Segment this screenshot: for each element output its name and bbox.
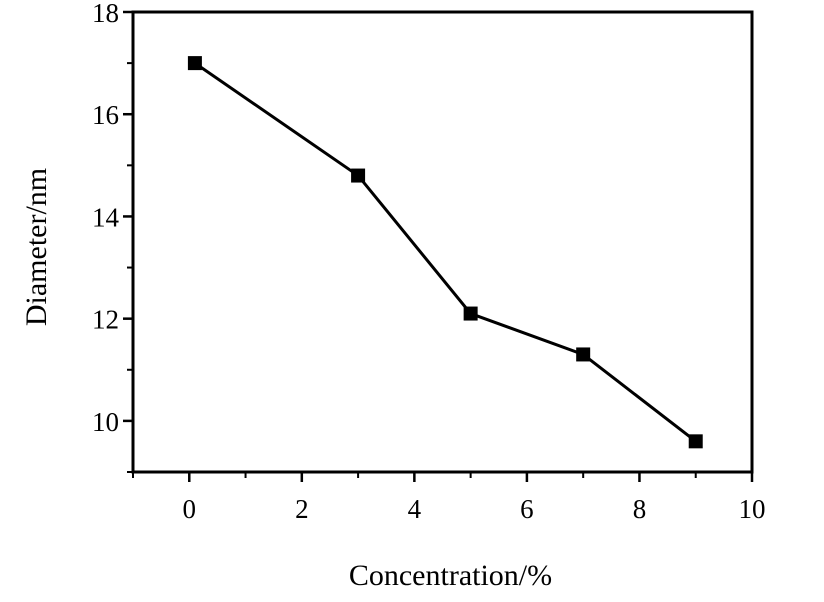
data-point xyxy=(463,306,478,321)
data-point xyxy=(688,434,703,449)
x-tick-label: 0 xyxy=(183,494,197,524)
y-axis: 10 12 14 16 18 xyxy=(92,0,133,473)
x-tick-label: 4 xyxy=(408,494,422,524)
data-point xyxy=(576,347,591,362)
x-tick-label: 8 xyxy=(633,494,647,524)
series-line xyxy=(194,61,697,443)
data-points xyxy=(187,56,703,449)
data-point xyxy=(187,56,202,71)
y-axis-title: Diameter/nm xyxy=(20,168,53,326)
data-point xyxy=(351,168,366,183)
x-tick-label: 10 xyxy=(739,494,766,524)
x-tick-label: 2 xyxy=(295,494,309,524)
x-tick-label: 6 xyxy=(520,494,534,524)
y-tick-label: 18 xyxy=(92,0,119,28)
x-axis-title: Concentration/% xyxy=(349,559,552,592)
y-tick-label: 16 xyxy=(92,100,119,130)
y-tick-label: 12 xyxy=(92,305,119,335)
x-axis: 0 2 4 6 8 10 xyxy=(132,472,766,524)
y-tick-label: 10 xyxy=(92,407,119,437)
y-tick-label: 14 xyxy=(92,202,120,232)
plot-frame xyxy=(131,10,754,474)
